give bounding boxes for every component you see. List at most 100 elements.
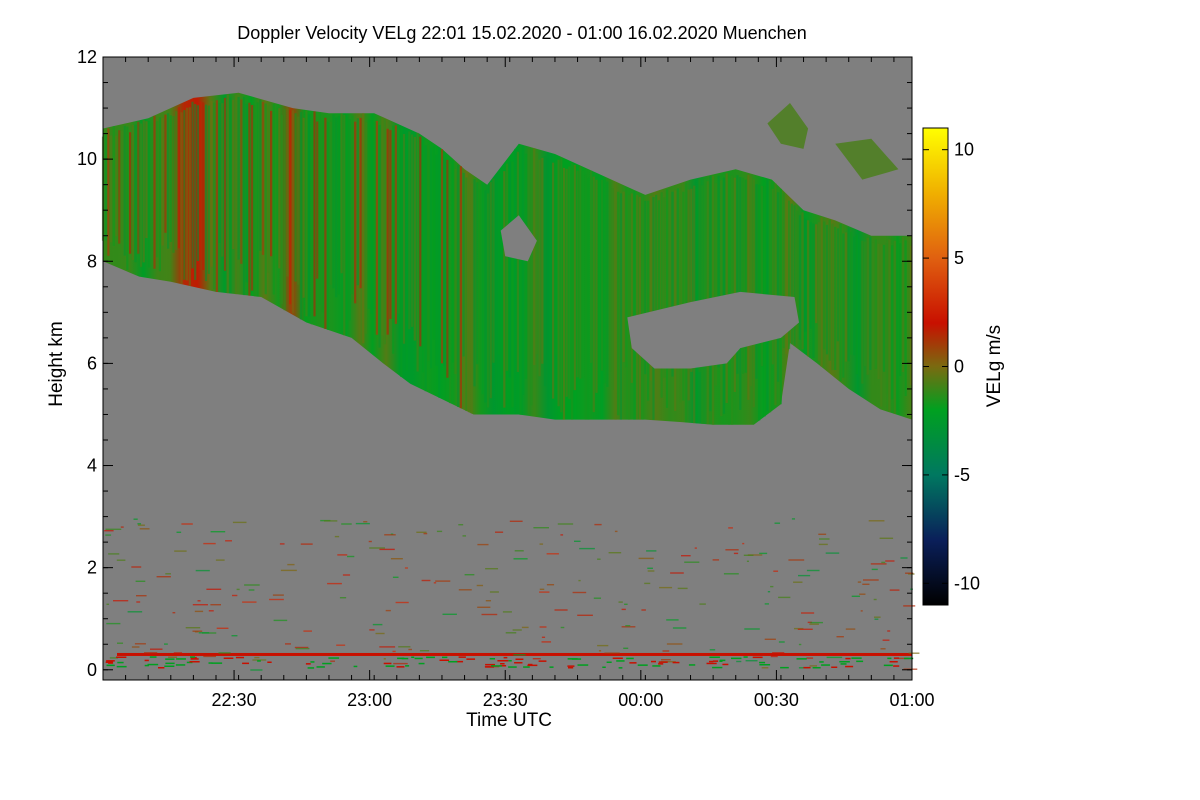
- noise-speck: [798, 574, 811, 577]
- noise-speck: [235, 656, 245, 659]
- noise-speck: [485, 600, 492, 602]
- noise-speck: [904, 657, 914, 660]
- noise-speck: [743, 656, 748, 658]
- noise-speck: [202, 632, 217, 634]
- noise-speck: [801, 612, 815, 614]
- noise-speck: [322, 662, 332, 665]
- noise-speck: [874, 618, 879, 620]
- noise-speck: [806, 569, 820, 572]
- y-tick-label: 4: [87, 456, 97, 476]
- noise-speck: [135, 580, 146, 582]
- x-tick-label: 23:00: [347, 690, 392, 710]
- noise-speck: [218, 652, 231, 654]
- noise-speck: [236, 588, 240, 591]
- noise-speck: [560, 534, 564, 536]
- noise-speck: [546, 553, 559, 555]
- colorbar-tick-label: 5: [954, 248, 964, 268]
- noise-speck: [423, 532, 428, 535]
- noise-speck: [662, 650, 670, 652]
- noise-speck: [903, 605, 916, 607]
- noise-speck: [623, 647, 629, 649]
- noise-speck: [509, 520, 523, 522]
- noise-speck: [194, 610, 204, 613]
- noise-speck: [272, 594, 284, 596]
- noise-speck: [807, 621, 812, 624]
- noise-speck: [594, 523, 602, 526]
- noise-speck: [572, 591, 587, 594]
- noise-speck: [626, 657, 634, 660]
- noise-speck: [752, 656, 763, 659]
- x-axis: 22:30 23:00 23:30 00:00 00:30 01:00: [102, 57, 935, 710]
- noise-speck: [666, 643, 683, 645]
- noise-speck: [899, 657, 909, 660]
- noise-speck: [791, 518, 796, 520]
- noise-speck: [455, 660, 464, 663]
- noise-speck: [908, 652, 920, 654]
- noise-speck: [759, 661, 766, 664]
- noise-speck: [560, 626, 565, 629]
- noise-speck: [709, 660, 714, 663]
- noise-speck: [851, 595, 860, 597]
- noise-speck: [458, 524, 464, 526]
- noise-speck: [190, 656, 196, 658]
- noise-speck: [294, 646, 309, 649]
- noise-speck: [863, 579, 879, 581]
- noise-speck: [395, 601, 409, 604]
- noise-speck: [433, 582, 437, 584]
- noise-speck: [215, 559, 225, 561]
- noise-speck: [604, 652, 620, 654]
- noise-speck: [328, 657, 340, 659]
- noise-speck: [666, 619, 679, 621]
- noise-speck: [772, 652, 785, 654]
- noise-speck: [379, 548, 395, 551]
- noise-speck: [770, 585, 774, 588]
- noise-speck: [567, 665, 575, 667]
- noise-speck: [206, 588, 222, 590]
- noise-speck: [411, 656, 415, 658]
- noise-speck: [505, 632, 517, 634]
- noise-speck: [903, 668, 918, 670]
- noise-speck: [210, 604, 221, 606]
- noise-speck: [330, 660, 335, 662]
- noise-speck: [839, 661, 850, 663]
- colorbar-ticks: 10 5 0 -5 -10: [923, 140, 980, 593]
- noise-speck: [173, 652, 183, 654]
- noise-speck: [307, 667, 315, 669]
- noise-speck: [533, 527, 549, 529]
- y-tick-label: 12: [77, 47, 97, 67]
- noise-speck: [287, 563, 295, 566]
- noise-speck: [881, 561, 886, 564]
- noise-speck: [578, 579, 581, 582]
- noise-speck: [216, 627, 229, 629]
- noise-speck: [880, 648, 886, 650]
- cloud-fragment: [767, 103, 809, 149]
- noise-speck: [778, 641, 785, 643]
- noise-speck: [477, 543, 489, 546]
- y-axis: 0 2 4 6 8 10 12: [77, 47, 912, 680]
- noise-speck: [616, 660, 625, 662]
- x-tick-label: 00:30: [754, 690, 799, 710]
- y-tick-label: 10: [77, 149, 97, 169]
- noise-speck: [181, 523, 193, 525]
- noise-speck: [106, 660, 115, 662]
- noise-speck: [397, 657, 405, 660]
- noise-speck: [324, 520, 338, 522]
- noise-speck: [513, 654, 526, 656]
- noise-speck: [889, 589, 900, 591]
- noise-speck: [458, 589, 472, 591]
- noise-speck: [747, 554, 763, 556]
- noise-speck: [746, 560, 749, 562]
- noise-speck: [810, 621, 823, 624]
- noise-speck: [908, 573, 915, 575]
- noise-speck: [523, 666, 530, 668]
- noise-speck: [208, 662, 213, 664]
- y-tick-label: 0: [87, 660, 97, 680]
- noise-speck: [598, 650, 602, 652]
- noise-speck: [773, 570, 779, 572]
- noise-speck: [439, 659, 450, 661]
- noise-speck: [731, 657, 742, 660]
- noise-speck: [745, 660, 758, 662]
- noise-speck: [369, 547, 385, 549]
- noise-speck: [672, 627, 687, 629]
- noise-speck: [681, 555, 691, 557]
